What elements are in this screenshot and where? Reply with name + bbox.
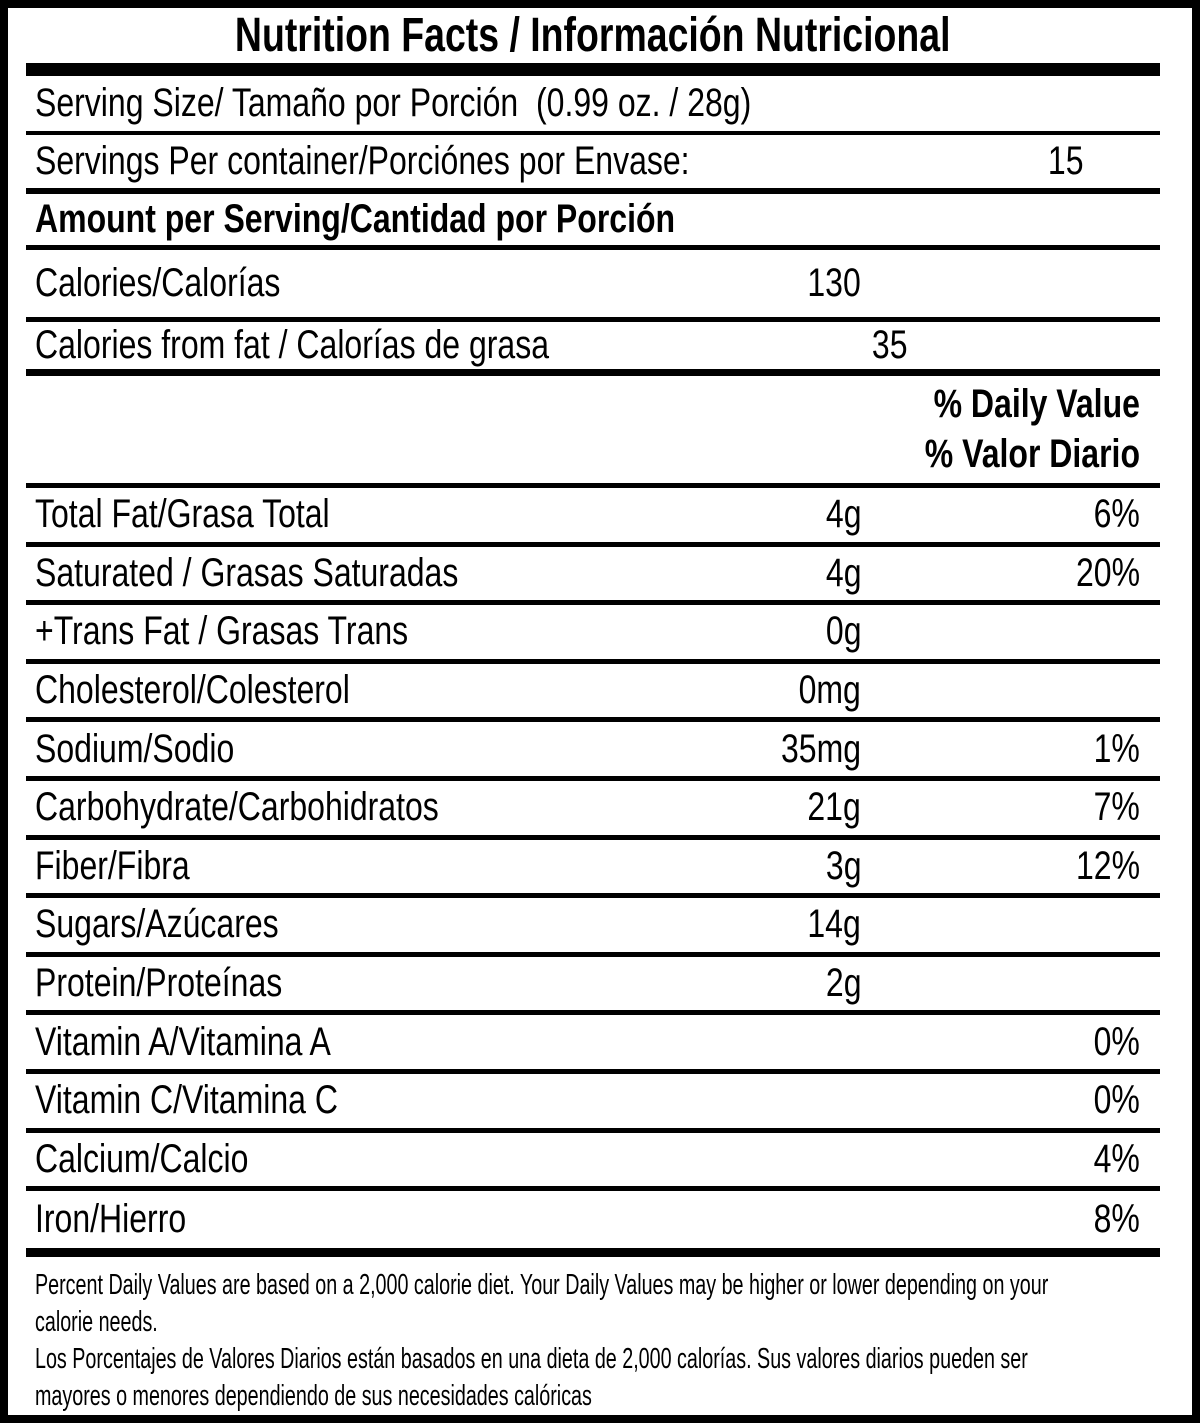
- nutrient-amount: 0g: [825, 609, 861, 654]
- nutrient-label: +Trans Fat / Grasas Trans: [35, 609, 409, 654]
- nutrient-label: Total Fat/Grasa Total: [35, 492, 330, 537]
- nutrient-row-sodium: Sodium/Sodio 35mg 1%: [26, 722, 1160, 781]
- nutrient-row-cholesterol: Cholesterol/Colesterol 0mg: [26, 664, 1160, 723]
- nutrient-row-saturated-fat: Saturated / Grasas Saturadas 4g 20%: [26, 547, 1160, 606]
- nutrient-row-vitamin-c: Vitamin C/Vitamina C 0%: [26, 1074, 1160, 1133]
- nutrient-row-sugars: Sugars/Azúcares 14g: [26, 898, 1160, 957]
- daily-value-heading-es: % Valor Diario: [924, 432, 1140, 477]
- nutrient-dv: 20%: [1075, 550, 1140, 595]
- nutrient-amount: 21g: [807, 785, 861, 830]
- label-title-row: Nutrition Facts / Información Nutriciona…: [26, 8, 1160, 63]
- nutrient-amount: 2g: [825, 961, 861, 1006]
- nutrient-row-trans-fat: +Trans Fat / Grasas Trans 0g: [26, 605, 1160, 664]
- calories-from-fat-value: 35: [871, 323, 908, 367]
- nutrient-dv: 6%: [1093, 492, 1140, 537]
- nutrient-label: Sodium/Sodio: [35, 726, 235, 771]
- serving-size-label: Serving Size/ Tamaño por Porción (0.99 o…: [35, 81, 752, 125]
- nutrient-amount: 4g: [825, 492, 861, 537]
- nutrient-row-fiber: Fiber/Fibra 3g 12%: [26, 840, 1160, 899]
- nutrient-label: Saturated / Grasas Saturadas: [35, 550, 459, 595]
- daily-values-footnote: Percent Daily Values are based on a 2,00…: [26, 1257, 1160, 1415]
- nutrient-row-total-fat: Total Fat/Grasa Total 4g 6%: [26, 488, 1160, 547]
- daily-value-heading-en: % Daily Value: [933, 381, 1140, 426]
- nutrient-amount: 0mg: [798, 668, 861, 713]
- nutrient-dv: 8%: [1093, 1197, 1140, 1242]
- servings-per-container-label: Servings Per container/Porciónes por Env…: [35, 139, 690, 183]
- nutrient-label: Calcium/Calcio: [35, 1136, 249, 1181]
- servings-per-container-row: Servings Per container/Porciónes por Env…: [26, 135, 1160, 194]
- calories-row: Calories/Calorías 130: [26, 250, 1160, 322]
- nutrient-dv: 12%: [1075, 843, 1140, 888]
- nutrient-dv: 4%: [1093, 1136, 1140, 1181]
- nutrient-dv: 0%: [1093, 1078, 1140, 1123]
- title-separator-bar: [26, 63, 1160, 76]
- footnote-text: Percent Daily Values are based on a 2,00…: [35, 1269, 1049, 1413]
- nutrient-label: Fiber/Fibra: [35, 843, 190, 888]
- calories-from-fat-label: Calories from fat / Calorías de grasa: [35, 323, 549, 367]
- nutrient-row-iron: Iron/Hierro 8%: [26, 1191, 1160, 1258]
- nutrient-label: Protein/Proteínas: [35, 961, 283, 1006]
- nutrient-label: Iron/Hierro: [35, 1197, 187, 1242]
- daily-value-heading-block: % Daily Value % Valor Diario: [26, 376, 1160, 488]
- amount-per-serving-heading: Amount per Serving/Cantidad por Porción: [35, 197, 676, 241]
- nutrient-amount: 14g: [807, 902, 861, 947]
- nutrient-row-carbohydrate: Carbohydrate/Carbohidratos 21g 7%: [26, 781, 1160, 840]
- nutrient-amount: 3g: [825, 843, 861, 888]
- nutrient-dv: 0%: [1093, 1019, 1140, 1064]
- nutrient-amount: 35mg: [780, 726, 861, 771]
- serving-size-row: Serving Size/ Tamaño por Porción (0.99 o…: [26, 76, 1160, 135]
- nutrient-dv: 1%: [1093, 726, 1140, 771]
- nutrient-label: Sugars/Azúcares: [35, 902, 279, 947]
- calories-label: Calories/Calorías: [35, 261, 281, 305]
- servings-per-container-value: 15: [1047, 139, 1084, 183]
- calories-from-fat-row: Calories from fat / Calorías de grasa 35: [26, 322, 1160, 376]
- nutrient-amount: 4g: [825, 550, 861, 595]
- nutrient-row-calcium: Calcium/Calcio 4%: [26, 1133, 1160, 1192]
- nutrient-row-vitamin-a: Vitamin A/Vitamina A 0%: [26, 1015, 1160, 1074]
- calories-value: 130: [807, 261, 861, 305]
- nutrient-label: Vitamin C/Vitamina C: [35, 1078, 338, 1123]
- nutrient-label: Cholesterol/Colesterol: [35, 668, 350, 713]
- nutrient-label: Vitamin A/Vitamina A: [35, 1019, 331, 1064]
- nutrient-row-protein: Protein/Proteínas 2g: [26, 957, 1160, 1016]
- label-title: Nutrition Facts / Información Nutriciona…: [235, 9, 951, 62]
- nutrient-label: Carbohydrate/Carbohidratos: [35, 785, 439, 830]
- amount-per-serving-heading-row: Amount per Serving/Cantidad por Porción: [26, 194, 1160, 250]
- nutrient-dv: 7%: [1093, 785, 1140, 830]
